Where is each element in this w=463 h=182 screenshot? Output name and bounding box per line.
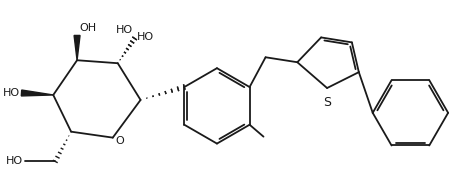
Text: O: O (116, 136, 125, 146)
Text: S: S (323, 96, 331, 109)
Text: OH: OH (79, 23, 96, 33)
Polygon shape (21, 90, 53, 96)
Polygon shape (74, 35, 80, 60)
Text: HO: HO (115, 25, 132, 35)
Text: HO: HO (137, 32, 154, 42)
Text: HO: HO (6, 157, 24, 167)
Text: HO: HO (2, 88, 19, 98)
